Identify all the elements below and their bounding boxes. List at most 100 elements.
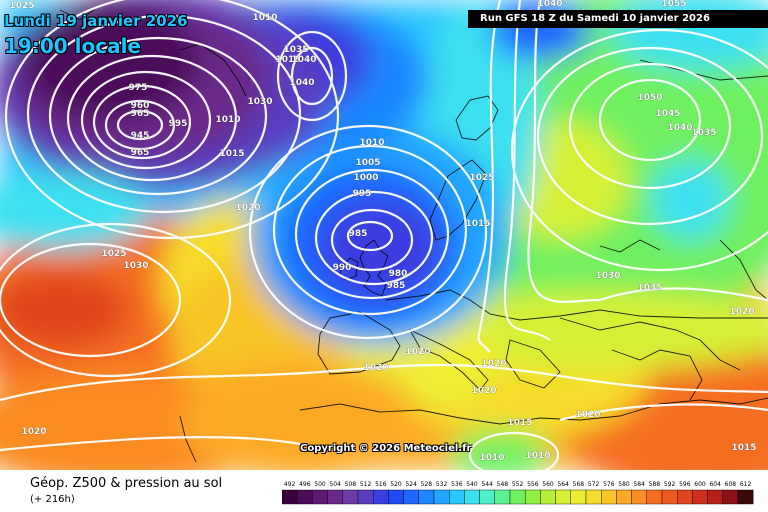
scale-swatch xyxy=(692,489,708,505)
isobar-label: 1020 xyxy=(729,307,754,317)
isobar-label: 985 xyxy=(387,281,406,291)
lead-time-label: (+ 216h) xyxy=(30,494,75,505)
isobar-label: 1015 xyxy=(731,443,756,453)
scale-swatch xyxy=(327,489,343,505)
isobar-label: 1020 xyxy=(471,386,496,396)
scale-swatch xyxy=(433,489,450,505)
isobar-label: 945 xyxy=(131,131,150,141)
isobar-label: 1015 xyxy=(219,149,244,159)
model-run-banner: Run GFS 18 Z du Samedi 10 janvier 2026 xyxy=(468,10,768,28)
isobar-label: 995 xyxy=(169,119,188,129)
isobar-label: 1015 xyxy=(465,219,490,229)
isobar-label: 1040 xyxy=(537,0,562,9)
isobar-label: 1020 xyxy=(405,347,430,357)
isobar-label: 1010 xyxy=(479,453,504,463)
scale-tick-label: 560 xyxy=(542,481,554,488)
scale-swatch xyxy=(540,489,556,505)
isobar-label: 1030 xyxy=(595,271,620,281)
scale-tick-label: 508 xyxy=(345,481,357,488)
isobar-label: 1020 xyxy=(363,363,388,373)
scale-swatch xyxy=(372,489,389,505)
scale-tick-label: 592 xyxy=(664,481,676,488)
isobar-label: 1055 xyxy=(661,0,686,9)
scale-swatch xyxy=(448,489,465,505)
scale-tick-label: 492 xyxy=(284,481,296,488)
scale-tick-label: 516 xyxy=(375,481,387,488)
scale-tick-label: 532 xyxy=(436,481,448,488)
scale-tick-label: 544 xyxy=(481,481,493,488)
scale-tick-label: 552 xyxy=(512,481,524,488)
geopotential-field xyxy=(0,0,768,470)
scale-tick-label: 540 xyxy=(466,481,478,488)
isobar-label: 1050 xyxy=(637,93,662,103)
scale-tick-label: 604 xyxy=(709,481,721,488)
isobar-label: 1010 xyxy=(525,451,550,461)
scale-swatch xyxy=(585,489,602,505)
scale-tick-label: 588 xyxy=(649,481,661,488)
scale-swatch xyxy=(616,489,632,505)
isobar-label: 995 xyxy=(353,189,372,199)
pressure-labels: 1025 1010 1040 1055 1035 1010 1040 1040 1030 975 9… xyxy=(9,0,756,463)
isobar-label: 1040 xyxy=(291,55,316,65)
scale-swatch xyxy=(296,489,313,505)
forecast-map: 1025 1010 1040 1055 1035 1010 1040 1040 1030 975 9… xyxy=(0,0,768,470)
scale-tick-label: 576 xyxy=(603,481,615,488)
scale-swatch xyxy=(403,489,419,505)
isobar-label: 1025 xyxy=(101,249,126,259)
scale-swatch xyxy=(342,489,359,505)
scale-tick-label: 584 xyxy=(633,481,645,488)
forecast-date: Lundi 19 janvier 2026 xyxy=(4,12,188,30)
isobar-label: 1010 xyxy=(252,13,277,23)
scale-swatch xyxy=(464,489,480,505)
isobar-label: 1040 xyxy=(667,123,692,133)
isobar-label: 990 xyxy=(333,263,352,273)
scale-swatch xyxy=(418,489,435,505)
scale-swatch xyxy=(722,489,739,505)
isobar-label: 1035 xyxy=(637,283,662,293)
isobar-label: 975 xyxy=(129,83,148,93)
isobar-label: 1035 xyxy=(283,45,308,55)
scale-tick-label: 504 xyxy=(329,481,341,488)
isobar-label: 1010 xyxy=(359,138,384,148)
scale-tick-label: 496 xyxy=(299,481,311,488)
coastlines xyxy=(59,7,768,463)
variable-label: Géop. Z500 & pression au sol xyxy=(30,476,223,491)
isobar-label: 1020 xyxy=(235,203,260,213)
scale-tick-label: 556 xyxy=(527,481,539,488)
scale-tick-label: 548 xyxy=(497,481,509,488)
scale-swatch xyxy=(388,489,404,505)
scale-tick-label: 500 xyxy=(314,481,326,488)
isobar-label: 965 xyxy=(131,148,150,158)
scale-tick-label: 568 xyxy=(573,481,585,488)
isobar-label: 1025 xyxy=(469,173,494,183)
isobar-label: 1000 xyxy=(353,173,378,183)
scale-swatch xyxy=(677,489,693,505)
scale-swatch xyxy=(661,489,678,505)
scale-tick-label: 572 xyxy=(588,481,600,488)
isobar-label: 985 xyxy=(349,229,368,239)
isobar-label: 1010 xyxy=(215,115,240,125)
isobar-label: 1030 xyxy=(123,261,148,271)
copyright-text: Copyright © 2026 Meteociel.fr xyxy=(300,443,472,454)
scale-tick-label: 528 xyxy=(421,481,433,488)
scale-swatch xyxy=(282,489,298,505)
scale-tick-label: 524 xyxy=(405,481,417,488)
scale-swatch xyxy=(707,489,724,505)
scale-tick-label: 608 xyxy=(725,481,737,488)
isobar-label: 1045 xyxy=(655,109,680,119)
scale-swatch xyxy=(479,489,496,505)
isobar-label: 980 xyxy=(389,269,408,279)
isobar-label: 1040 xyxy=(289,78,314,88)
scale-swatch xyxy=(570,489,587,505)
isobar-label: 1030 xyxy=(247,97,272,107)
isobar-label: 1020 xyxy=(575,410,600,420)
color-scale: 492 496 500 504 508 512 516 520 524 528 532 536 540 5… xyxy=(282,481,754,505)
isobars xyxy=(0,0,768,470)
scale-tick-label: 520 xyxy=(390,481,402,488)
scale-swatch xyxy=(509,489,526,505)
scale-tick-label: 580 xyxy=(618,481,630,488)
isobar-label: 1020 xyxy=(481,359,506,369)
isobar-label: 965 xyxy=(131,109,150,119)
isobar-label: 1035 xyxy=(691,128,716,138)
